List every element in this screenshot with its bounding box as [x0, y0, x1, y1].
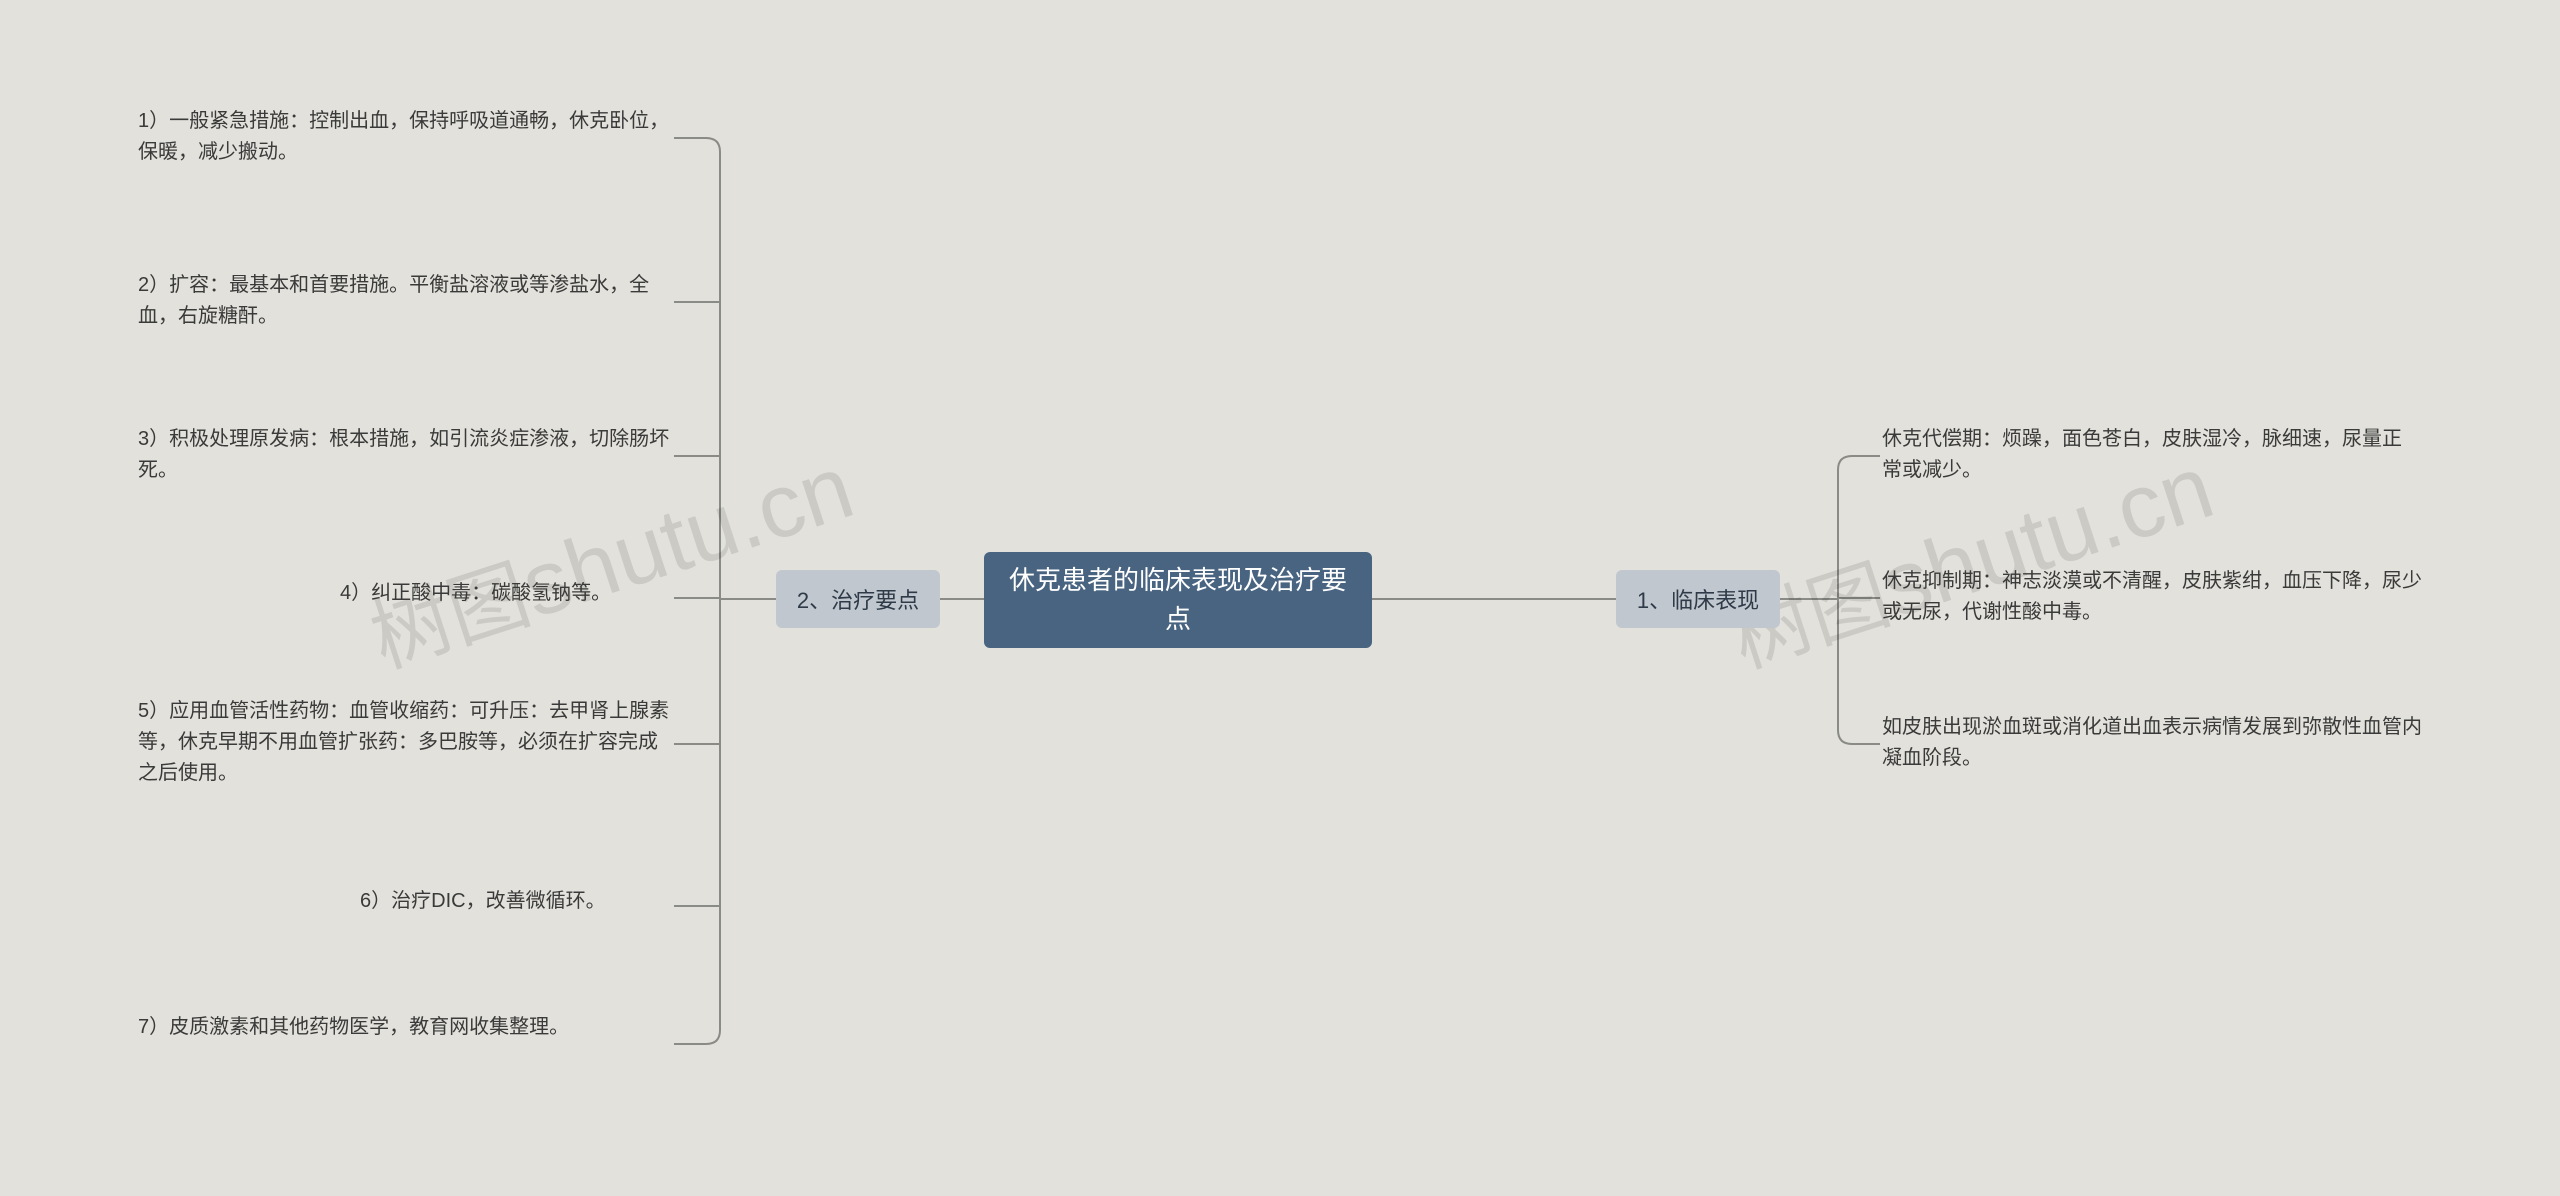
leaf-treatment-1[interactable]: 1）一般紧急措施：控制出血，保持呼吸道通畅，休克卧位，保暖，减少搬动。: [138, 106, 670, 168]
leaf-text: 1）一般紧急措施：控制出血，保持呼吸道通畅，休克卧位，保暖，减少搬动。: [138, 106, 670, 168]
root-label: 休克患者的临床表现及治疗要点: [1004, 561, 1352, 639]
leaf-text: 3）积极处理原发病：根本措施，如引流炎症渗液，切除肠坏死。: [138, 424, 670, 486]
leaf-treatment-4[interactable]: 4）纠正酸中毒：碳酸氢钠等。: [340, 578, 670, 609]
root-node[interactable]: 休克患者的临床表现及治疗要点: [984, 552, 1372, 648]
leaf-treatment-7[interactable]: 7）皮质激素和其他药物医学，教育网收集整理。: [138, 1012, 670, 1043]
leaf-clinical-3[interactable]: 如皮肤出现淤血斑或消化道出血表示病情发展到弥散性血管内凝血阶段。: [1882, 712, 2426, 774]
leaf-text: 4）纠正酸中毒：碳酸氢钠等。: [340, 578, 611, 609]
leaf-text: 休克代偿期：烦躁，面色苍白，皮肤湿冷，脉细速，尿量正常或减少。: [1882, 424, 2414, 486]
branch-label: 2、治疗要点: [797, 583, 919, 615]
branch-clinical[interactable]: 1、临床表现: [1616, 570, 1780, 628]
leaf-text: 如皮肤出现淤血斑或消化道出血表示病情发展到弥散性血管内凝血阶段。: [1882, 712, 2426, 774]
leaf-text: 5）应用血管活性药物：血管收缩药：可升压：去甲肾上腺素等，休克早期不用血管扩张药…: [138, 696, 670, 789]
leaf-text: 休克抑制期：神志淡漠或不清醒，皮肤紫绀，血压下降，尿少或无尿，代谢性酸中毒。: [1882, 566, 2426, 628]
leaf-text: 6）治疗DIC，改善微循环。: [360, 886, 606, 917]
leaf-treatment-5[interactable]: 5）应用血管活性药物：血管收缩药：可升压：去甲肾上腺素等，休克早期不用血管扩张药…: [138, 696, 670, 789]
leaf-treatment-3[interactable]: 3）积极处理原发病：根本措施，如引流炎症渗液，切除肠坏死。: [138, 424, 670, 486]
watermark-cn: 树图: [361, 552, 540, 685]
mindmap-canvas: 树图shutu.cn 树图shutu.cn 休克患者的临床表现及治疗要点 2、治…: [0, 0, 2560, 1196]
leaf-text: 2）扩容：最基本和首要措施。平衡盐溶液或等渗盐水，全血，右旋糖酐。: [138, 270, 670, 332]
leaf-treatment-6[interactable]: 6）治疗DIC，改善微循环。: [360, 886, 670, 917]
leaf-clinical-1[interactable]: 休克代偿期：烦躁，面色苍白，皮肤湿冷，脉细速，尿量正常或减少。: [1882, 424, 2414, 486]
leaf-treatment-2[interactable]: 2）扩容：最基本和首要措施。平衡盐溶液或等渗盐水，全血，右旋糖酐。: [138, 270, 670, 332]
leaf-clinical-2[interactable]: 休克抑制期：神志淡漠或不清醒，皮肤紫绀，血压下降，尿少或无尿，代谢性酸中毒。: [1882, 566, 2426, 628]
branch-label: 1、临床表现: [1637, 583, 1759, 615]
leaf-text: 7）皮质激素和其他药物医学，教育网收集整理。: [138, 1012, 569, 1043]
branch-treatment[interactable]: 2、治疗要点: [776, 570, 940, 628]
